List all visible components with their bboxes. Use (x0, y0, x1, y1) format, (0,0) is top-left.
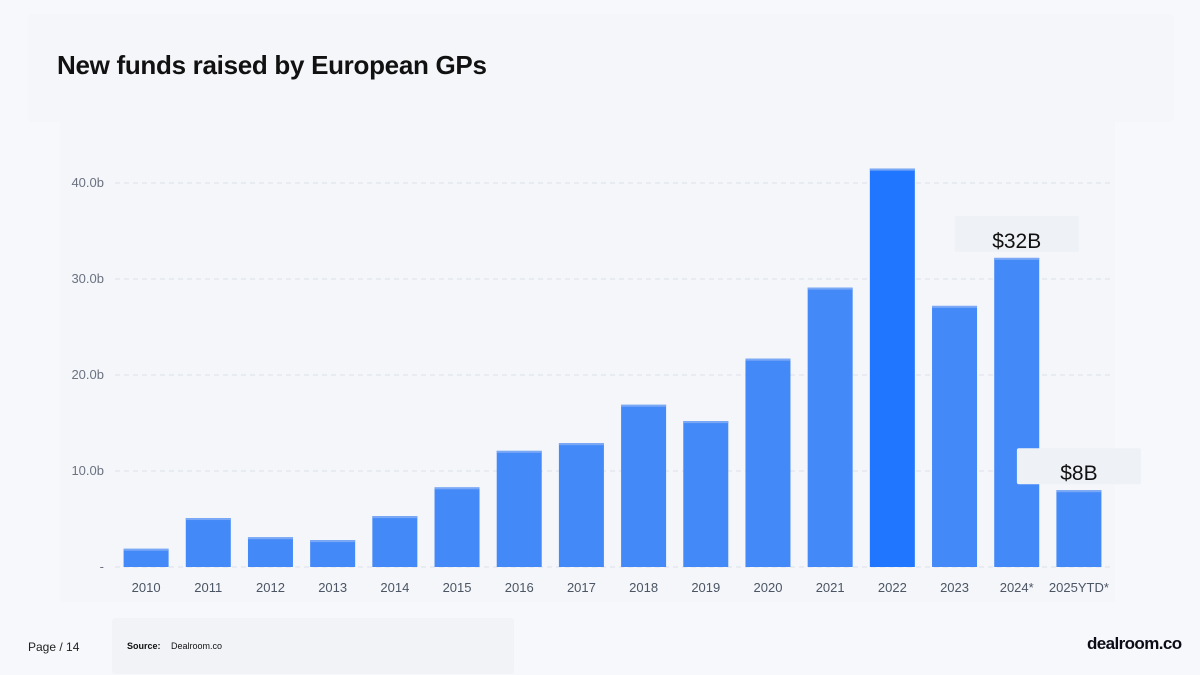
bar-cap (869, 168, 915, 171)
bar (310, 540, 356, 567)
x-tick-label: 2022 (878, 580, 907, 595)
bar-cap (558, 443, 604, 446)
x-tick-label: 2013 (318, 580, 347, 595)
x-tick-label: 2019 (691, 580, 720, 595)
bar-cap (1056, 490, 1102, 493)
bar (558, 443, 604, 567)
page-number: Page / 14 (28, 640, 80, 654)
bar (807, 287, 853, 567)
bar (123, 548, 169, 567)
page-title: New funds raised by European GPs (57, 50, 487, 80)
source-value: Dealroom.co (171, 641, 223, 651)
bar (247, 537, 293, 567)
x-tick-label: 2011 (194, 580, 222, 595)
x-tick-label: 2017 (567, 580, 596, 595)
x-tick-label: 2023 (940, 580, 969, 595)
dealroom-logo: dealroom.co (1087, 634, 1182, 653)
x-tick-label: 2018 (629, 580, 658, 595)
y-tick-label: 20.0b (71, 367, 104, 382)
bar-cap (932, 305, 978, 308)
bar-cap (683, 421, 729, 424)
bar-cap (745, 358, 791, 361)
bar (994, 257, 1040, 567)
bar (869, 168, 915, 567)
bar (496, 450, 542, 567)
x-tick-label: 2021 (816, 580, 845, 595)
y-tick-label: 40.0b (71, 175, 104, 190)
bar (185, 518, 231, 567)
x-tick-label: 2020 (754, 580, 783, 595)
x-tick-label: 2014 (380, 580, 409, 595)
x-tick-label: 2012 (256, 580, 285, 595)
x-tick-label: 2024* (1000, 580, 1034, 595)
bar-cap (185, 518, 231, 521)
data-label: $8B (1060, 462, 1097, 485)
bar-cap (496, 450, 542, 453)
bar (683, 421, 729, 567)
y-tick-label: 10.0b (71, 463, 104, 478)
bar-cap (310, 540, 356, 543)
footer-panel (112, 618, 514, 674)
annotation-box (1016, 448, 1141, 485)
bar (1056, 490, 1102, 567)
bar (372, 516, 418, 567)
bar-cap (434, 487, 480, 490)
bar (745, 358, 791, 567)
bar-cap (247, 537, 293, 540)
x-tick-label: 2016 (505, 580, 534, 595)
bar (434, 487, 480, 567)
title-panel (28, 14, 1174, 122)
bar-cap (123, 548, 169, 551)
bar (621, 404, 667, 567)
y-tick-label: - (100, 559, 104, 574)
x-tick-label: 2015 (443, 580, 472, 595)
data-label: $32B (992, 230, 1041, 253)
y-tick-label: 30.0b (71, 271, 104, 286)
bar-cap (372, 516, 418, 519)
x-tick-label: 2010 (132, 580, 161, 595)
source-label: Source: (127, 641, 161, 651)
annotation-box (954, 215, 1079, 252)
x-tick-label: 2025YTD* (1049, 580, 1109, 595)
bar (932, 305, 978, 567)
bar-cap (621, 404, 667, 407)
bar-chart: - 10.0b 20.0b 30.0b 40.0b 2010 2011 2012 2013 201… (71, 168, 1141, 595)
bar-cap (807, 287, 853, 290)
bar-cap (994, 257, 1040, 260)
